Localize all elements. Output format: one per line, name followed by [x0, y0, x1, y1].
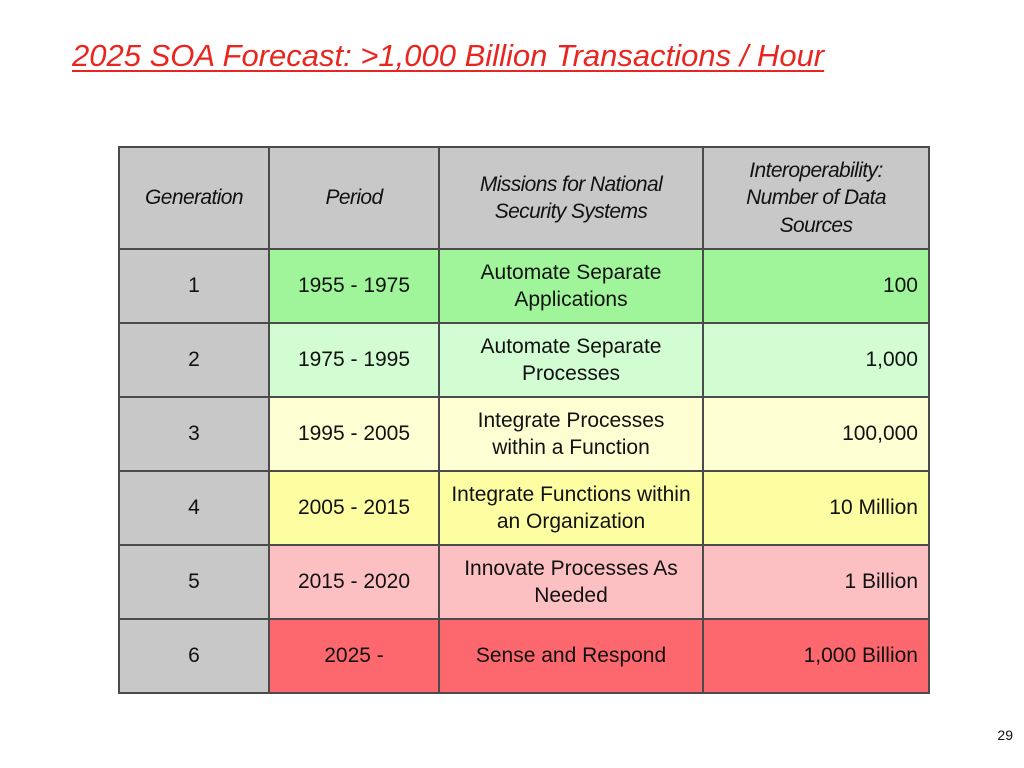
data-sources-cell: 100,000 [702, 396, 930, 472]
period-cell: 2025 - [268, 618, 440, 694]
header-data-sources: Interoperability: Number of Data Sources [702, 146, 930, 250]
page-number: 29 [997, 727, 1013, 743]
header-period: Period [268, 146, 440, 250]
mission-cell: Automate Separate Processes [438, 322, 704, 398]
period-cell: 1975 - 1995 [268, 322, 440, 398]
table-row: 5 2015 - 2020 Innovate Processes As Need… [118, 544, 930, 620]
table-row: 4 2005 - 2015 Integrate Functions within… [118, 470, 930, 546]
generation-cell: 6 [118, 618, 270, 694]
table-header-row: Generation Period Missions for National … [118, 146, 930, 250]
mission-cell: Integrate Processes within a Function [438, 396, 704, 472]
generation-table: Generation Period Missions for National … [118, 146, 930, 694]
period-cell: 1995 - 2005 [268, 396, 440, 472]
period-cell: 2015 - 2020 [268, 544, 440, 620]
table-row: 2 1975 - 1995 Automate Separate Processe… [118, 322, 930, 398]
mission-cell: Innovate Processes As Needed [438, 544, 704, 620]
period-cell: 2005 - 2015 [268, 470, 440, 546]
table-row: 6 2025 - Sense and Respond 1,000 Billion [118, 618, 930, 694]
data-sources-cell: 10 Million [702, 470, 930, 546]
generation-cell: 4 [118, 470, 270, 546]
data-sources-cell: 1 Billion [702, 544, 930, 620]
generation-table-container: Generation Period Missions for National … [118, 146, 930, 694]
period-cell: 1955 - 1975 [268, 248, 440, 324]
data-sources-cell: 100 [702, 248, 930, 324]
generation-cell: 2 [118, 322, 270, 398]
header-missions: Missions for National Security Systems [438, 146, 704, 250]
table-row: 1 1955 - 1975 Automate Separate Applicat… [118, 248, 930, 324]
table-row: 3 1995 - 2005 Integrate Processes within… [118, 396, 930, 472]
mission-cell: Automate Separate Applications [438, 248, 704, 324]
generation-cell: 1 [118, 248, 270, 324]
generation-cell: 5 [118, 544, 270, 620]
slide-title: 2025 SOA Forecast: >1,000 Billion Transa… [72, 38, 825, 73]
mission-cell: Integrate Functions within an Organizati… [438, 470, 704, 546]
mission-cell: Sense and Respond [438, 618, 704, 694]
data-sources-cell: 1,000 [702, 322, 930, 398]
generation-cell: 3 [118, 396, 270, 472]
header-generation: Generation [118, 146, 270, 250]
data-sources-cell: 1,000 Billion [702, 618, 930, 694]
